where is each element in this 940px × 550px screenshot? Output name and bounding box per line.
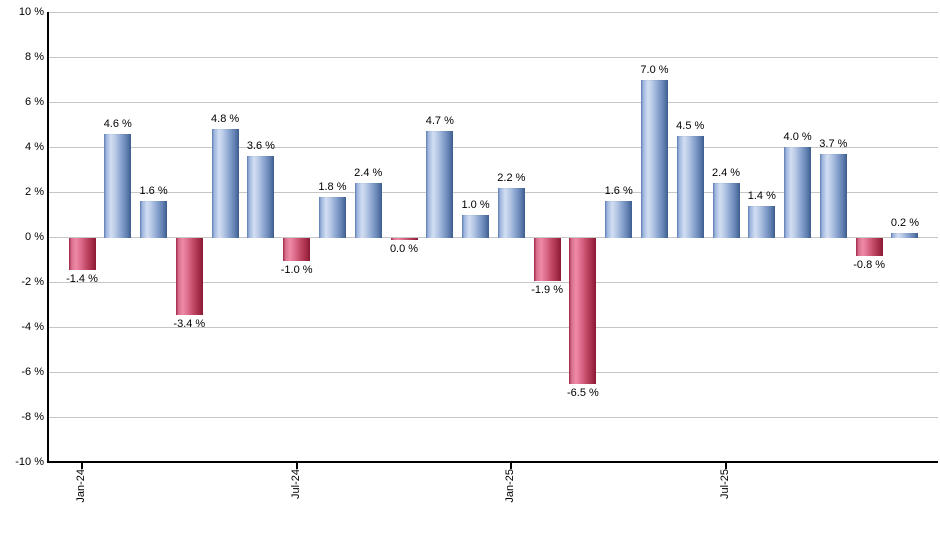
y-axis-tick-label: 6 % bbox=[25, 96, 44, 108]
y-axis-tick-label: -8 % bbox=[21, 411, 44, 423]
bar-value-label: 4.8 % bbox=[211, 113, 240, 125]
x-axis-line bbox=[47, 461, 938, 463]
bar-Aug-24 bbox=[318, 196, 346, 238]
bar-Jul-25 bbox=[712, 183, 740, 238]
bar-Jan-24 bbox=[68, 238, 96, 270]
bar-value-label: 2.4 % bbox=[711, 167, 741, 179]
bar-value-label: 2.4 % bbox=[354, 167, 383, 179]
y-gridline bbox=[49, 417, 938, 418]
bar-value-label: 1.6 % bbox=[604, 185, 633, 197]
y-gridline bbox=[49, 327, 938, 328]
y-gridline bbox=[49, 282, 938, 283]
bar-Jun-25 bbox=[676, 135, 704, 238]
x-axis-tick-label: Jul-25 bbox=[719, 469, 732, 499]
y-gridline bbox=[49, 372, 938, 373]
bar-value-label: 1.0 % bbox=[461, 198, 490, 211]
bar-value-label: 1.8 % bbox=[318, 180, 347, 193]
bar-Jan-25 bbox=[497, 187, 525, 238]
bar-May-25 bbox=[640, 79, 668, 238]
bar-value-label: 0.0 % bbox=[389, 243, 419, 255]
bar-value-label: 1.4 % bbox=[747, 189, 776, 202]
x-axis-tick-label: Jan-24 bbox=[75, 469, 87, 503]
bar-value-label: 4.7 % bbox=[425, 115, 454, 128]
bar-Oct-25 bbox=[819, 153, 847, 238]
bar-value-label: 1.6 % bbox=[139, 185, 168, 197]
bar-value-label: 7.0 % bbox=[640, 63, 669, 76]
bar-Dec-24 bbox=[462, 214, 490, 238]
bar-Aug-25 bbox=[748, 205, 776, 238]
bar-Oct-24 bbox=[390, 238, 418, 240]
bar-value-label: -1.0 % bbox=[280, 263, 313, 276]
y-axis-tick-label: -6 % bbox=[21, 366, 44, 378]
bar-Jul-24 bbox=[283, 238, 311, 261]
bar-Nov-24 bbox=[426, 131, 454, 238]
bar-value-label: 3.7 % bbox=[819, 137, 848, 150]
bar-value-label: 3.6 % bbox=[246, 140, 275, 152]
y-gridline bbox=[49, 192, 938, 193]
y-axis-tick-label: -2 % bbox=[21, 276, 44, 288]
bar-Mar-24 bbox=[140, 201, 168, 238]
bar-value-label: -1.9 % bbox=[531, 283, 564, 296]
x-axis-tick-label: Jul-24 bbox=[289, 469, 302, 499]
bar-May-24 bbox=[211, 129, 239, 238]
x-axis-tick bbox=[510, 463, 513, 469]
bar-Sep-24 bbox=[354, 183, 382, 238]
y-axis-tick-label: -4 % bbox=[21, 321, 44, 333]
y-gridline bbox=[49, 57, 938, 58]
bar-value-label: -0.8 % bbox=[853, 259, 886, 271]
bar-Sep-25 bbox=[784, 147, 812, 238]
bar-value-label: 4.0 % bbox=[783, 131, 812, 143]
y-axis-tick-label: 4 % bbox=[25, 141, 44, 153]
bar-value-label: 0.2 % bbox=[890, 216, 919, 229]
y-axis-tick-label: 0 % bbox=[25, 231, 44, 243]
y-axis-line bbox=[47, 12, 49, 463]
x-axis-tick bbox=[295, 463, 298, 469]
bar-value-label: -6.5 % bbox=[567, 387, 599, 400]
bar-Mar-25 bbox=[569, 238, 597, 385]
bar-value-label: 4.5 % bbox=[676, 119, 705, 132]
y-gridline bbox=[49, 12, 938, 13]
y-axis-tick-label: 2 % bbox=[25, 186, 44, 198]
y-gridline bbox=[49, 102, 938, 103]
bar-value-label: -3.4 % bbox=[173, 317, 206, 330]
bar-Nov-25 bbox=[855, 238, 883, 256]
y-axis-tick-label: -10 % bbox=[15, 456, 44, 468]
x-axis-tick-label: Jan-25 bbox=[504, 469, 517, 503]
x-axis-tick bbox=[81, 463, 83, 469]
bar-Dec-25 bbox=[891, 232, 919, 238]
y-axis-tick-label: 10 % bbox=[18, 6, 44, 18]
bar-Apr-25 bbox=[605, 201, 633, 238]
y-gridline bbox=[49, 237, 938, 238]
bar-Jun-24 bbox=[247, 156, 275, 238]
y-gridline bbox=[49, 147, 938, 148]
bar-Feb-24 bbox=[104, 133, 132, 238]
bar-value-label: -1.4 % bbox=[66, 272, 98, 285]
bar-Feb-25 bbox=[533, 238, 561, 281]
y-axis-tick-label: 8 % bbox=[25, 51, 44, 63]
x-axis-tick bbox=[725, 463, 728, 469]
bar-value-label: 4.6 % bbox=[103, 117, 132, 130]
bar-Apr-24 bbox=[175, 238, 203, 315]
bar-value-label: 2.2 % bbox=[497, 171, 526, 184]
